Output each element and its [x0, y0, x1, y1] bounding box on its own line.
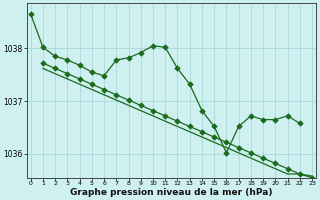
X-axis label: Graphe pression niveau de la mer (hPa): Graphe pression niveau de la mer (hPa) — [70, 188, 273, 197]
